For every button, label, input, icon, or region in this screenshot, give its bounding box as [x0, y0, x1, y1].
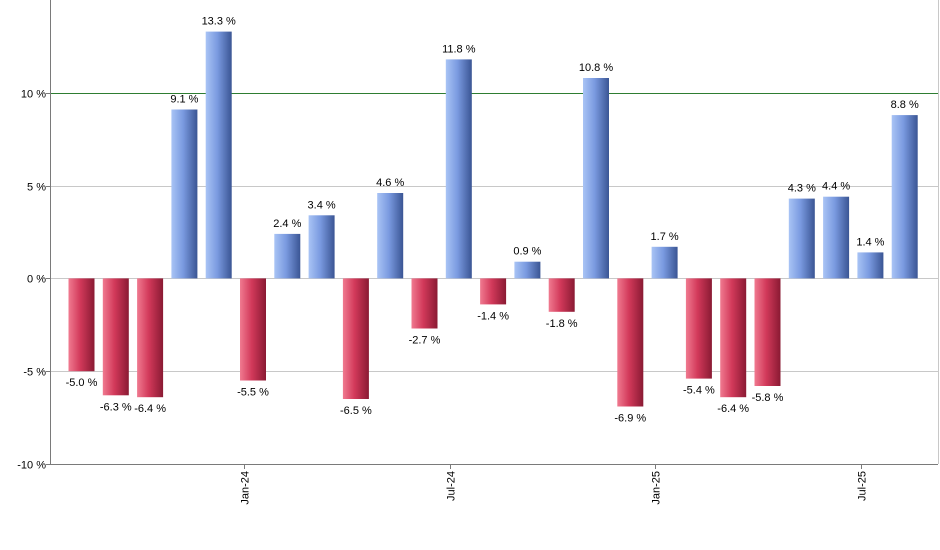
bar-negative	[480, 278, 507, 305]
bar-positive	[377, 193, 404, 279]
data-label: -6.4 %	[134, 403, 166, 415]
x-tick-label: Jan-24	[240, 471, 252, 505]
bar-negative	[411, 278, 438, 329]
bar-negative	[754, 278, 781, 386]
bar-positive	[651, 246, 678, 279]
x-tick-label: Jul-24	[446, 471, 458, 501]
data-label: -5.0 %	[66, 377, 98, 389]
data-label: -2.7 %	[409, 335, 441, 347]
bar-positive	[857, 252, 884, 279]
data-label: -6.3 %	[100, 401, 132, 413]
data-label: 4.4 %	[822, 181, 850, 193]
bar-negative	[720, 278, 747, 398]
data-label: -1.8 %	[546, 318, 578, 330]
data-label: 1.7 %	[651, 231, 679, 243]
y-tick-label: -10 %	[17, 460, 46, 472]
y-tick-label: 0 %	[27, 274, 46, 286]
data-label: 9.1 %	[170, 94, 198, 106]
bar-positive	[514, 261, 541, 279]
data-label: 11.8 %	[442, 43, 476, 55]
bar-negative	[240, 278, 266, 381]
bar-negative	[137, 278, 164, 398]
data-label: 13.3 %	[202, 16, 236, 28]
bar-positive	[171, 109, 198, 279]
bar-negative	[342, 278, 369, 399]
y-tick-label: 10 %	[21, 89, 46, 101]
bar-negative	[68, 278, 95, 372]
data-label: -6.4 %	[717, 403, 749, 415]
data-label: 4.3 %	[788, 183, 816, 195]
bar-negative	[685, 278, 712, 379]
bar-negative	[548, 278, 575, 312]
bar-positive	[445, 59, 472, 279]
data-label: -1.4 %	[477, 310, 509, 322]
data-label: -6.9 %	[614, 413, 646, 425]
data-label: -5.4 %	[683, 385, 715, 397]
bar-positive	[308, 215, 335, 279]
data-label: -6.5 %	[340, 405, 372, 417]
data-label: 2.4 %	[273, 218, 301, 230]
data-label: -5.8 %	[752, 392, 784, 404]
bar-positive	[274, 233, 301, 279]
data-label: 3.4 %	[308, 199, 336, 211]
data-label: -5.5 %	[237, 387, 269, 399]
bar-positive	[823, 196, 850, 279]
bar-negative	[102, 278, 129, 396]
y-tick-label: -5 %	[23, 367, 46, 379]
bar-positive	[583, 78, 609, 279]
bar-negative	[617, 278, 644, 407]
labels: 10 %5 %0 %-5 %-10 %-5.0 %-6.3 % -6.4 %9.1…	[17, 16, 919, 505]
bar-positive	[788, 198, 815, 279]
axes	[46, 0, 939, 469]
y-tick-label: 5 %	[27, 182, 46, 194]
data-label: 10.8 %	[579, 62, 613, 74]
bar-positive	[205, 31, 232, 279]
x-tick-label: Jul-25	[857, 471, 869, 501]
data-label: 1.4 %	[856, 236, 884, 248]
bars	[68, 31, 918, 407]
x-tick-label: Jan-25	[651, 471, 663, 505]
data-label: 0.9 %	[513, 246, 541, 258]
bar-positive	[891, 115, 918, 279]
data-label: 4.6 %	[376, 177, 404, 189]
data-label: 8.8 %	[891, 99, 919, 111]
